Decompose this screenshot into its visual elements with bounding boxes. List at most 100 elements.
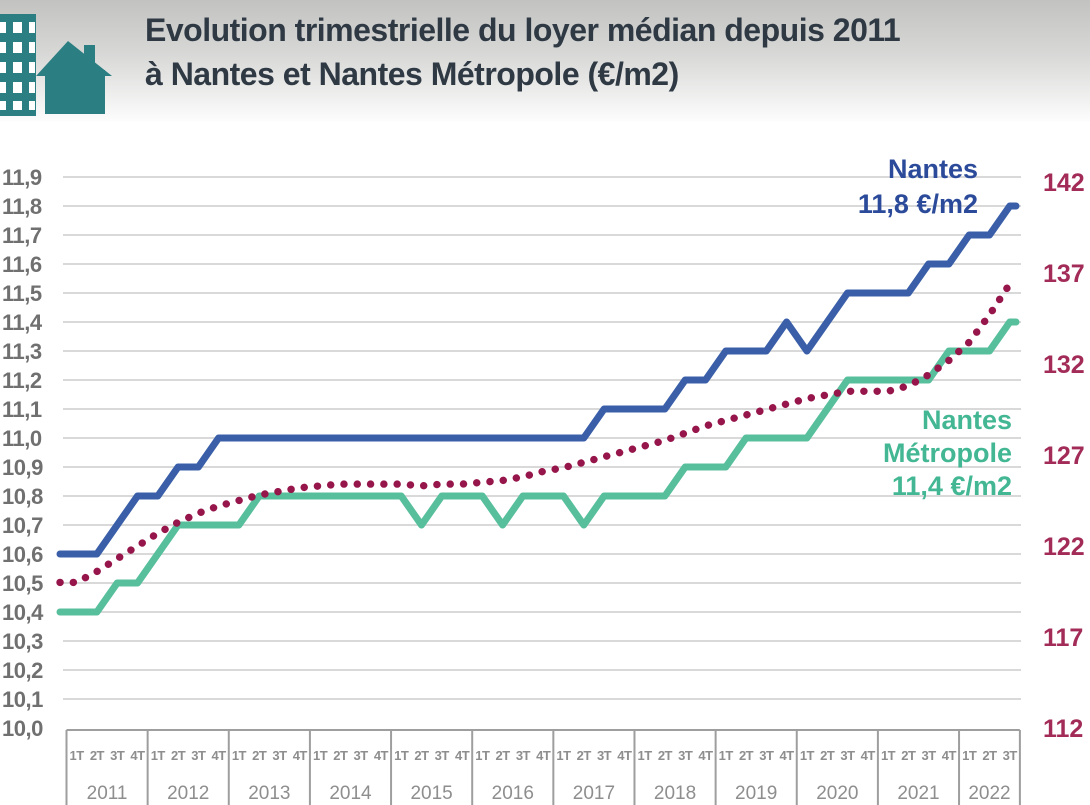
building-house-icon	[0, 14, 112, 116]
svg-text:3T: 3T	[597, 748, 612, 763]
svg-text:112: 112	[1043, 715, 1083, 743]
svg-text:2021: 2021	[897, 783, 939, 804]
svg-text:3T: 3T	[516, 748, 531, 763]
svg-text:10,5: 10,5	[2, 571, 43, 596]
svg-text:2T: 2T	[414, 748, 429, 763]
svg-text:3T: 3T	[191, 748, 206, 763]
svg-text:4T: 4T	[293, 748, 308, 763]
svg-text:10,6: 10,6	[2, 542, 43, 567]
svg-text:11,6: 11,6	[2, 252, 42, 277]
svg-text:3T: 3T	[110, 748, 125, 763]
svg-text:10,4: 10,4	[2, 600, 44, 625]
svg-text:2011: 2011	[87, 783, 128, 804]
svg-text:2T: 2T	[982, 748, 997, 763]
svg-text:4T: 4T	[698, 748, 713, 763]
svg-text:2T: 2T	[901, 748, 916, 763]
svg-text:1T: 1T	[151, 748, 166, 763]
svg-text:4T: 4T	[212, 748, 227, 763]
svg-text:2012: 2012	[167, 783, 209, 804]
svg-text:4T: 4T	[536, 748, 551, 763]
svg-text:10,7: 10,7	[2, 513, 43, 538]
dotted-index-line	[56, 280, 1020, 587]
svg-text:10,0: 10,0	[2, 716, 43, 741]
svg-text:1T: 1T	[475, 748, 490, 763]
svg-text:1T: 1T	[800, 748, 815, 763]
svg-text:1T: 1T	[719, 748, 734, 763]
svg-text:2015: 2015	[410, 783, 452, 804]
svg-text:3T: 3T	[922, 748, 937, 763]
svg-text:4T: 4T	[455, 748, 470, 763]
svg-text:11,8: 11,8	[2, 194, 42, 219]
svg-text:4T: 4T	[130, 748, 145, 763]
svg-text:2T: 2T	[577, 748, 592, 763]
svg-text:2T: 2T	[171, 748, 186, 763]
svg-text:4T: 4T	[861, 748, 876, 763]
svg-text:3T: 3T	[272, 748, 287, 763]
svg-text:2022: 2022	[968, 783, 1010, 804]
svg-text:4T: 4T	[617, 748, 632, 763]
svg-text:2T: 2T	[333, 748, 348, 763]
svg-text:10,1: 10,1	[2, 687, 43, 712]
nantes-series-value: 11,8 €/m2	[857, 189, 978, 219]
metropole-line	[56, 318, 1020, 616]
year-labels: 2011 2012 2013 2014 2015 2016 2017 2018 2019 2020…	[87, 783, 1011, 804]
left-axis-labels: 11,9 11,8 11,7 11,6 11,5 11,4 11,3 11,2 11,1 11,0…	[2, 165, 45, 741]
svg-text:4T: 4T	[374, 748, 389, 763]
svg-text:2T: 2T	[658, 748, 673, 763]
chart-title-line1: Evolution trimestrielle du loyer médian …	[145, 12, 901, 48]
house-body-icon	[45, 70, 105, 114]
right-axis-labels: 142 137 132 127 122 117 112	[1043, 169, 1085, 743]
svg-text:127: 127	[1043, 442, 1085, 470]
chart-title-line2: à Nantes et Nantes Métropole (€/m2)	[145, 56, 679, 92]
nantes-line	[56, 202, 1020, 558]
svg-text:2020: 2020	[816, 783, 858, 804]
svg-text:11,3: 11,3	[2, 339, 42, 364]
svg-text:10,2: 10,2	[2, 658, 43, 683]
svg-text:2T: 2T	[820, 748, 835, 763]
svg-text:2018: 2018	[654, 783, 696, 804]
svg-text:4T: 4T	[942, 748, 957, 763]
svg-text:11,9: 11,9	[2, 165, 42, 190]
svg-text:3T: 3T	[1003, 748, 1018, 763]
svg-text:11,2: 11,2	[2, 368, 42, 393]
metropole-series-name-line2: Métropole	[882, 438, 1012, 468]
nantes-series-name: Nantes	[887, 154, 978, 184]
svg-text:142: 142	[1043, 169, 1085, 197]
chart-title: Evolution trimestrielle du loyer médian …	[145, 8, 1075, 96]
svg-text:2019: 2019	[735, 783, 777, 804]
svg-text:1T: 1T	[962, 748, 977, 763]
quarter-labels: 1T 2T 3T 4T 1T 2T 3T 4T 1T 2T 3T 4T 1T 2T 3T 4T 1T 2T 3T 4T…	[70, 748, 1018, 763]
svg-text:2T: 2T	[252, 748, 267, 763]
svg-text:2013: 2013	[248, 783, 290, 804]
nantes-series-label: Nantes 11,8 €/m2	[858, 152, 978, 222]
svg-text:1T: 1T	[638, 748, 653, 763]
metropole-series-label: Nantes Métropole 11,4 €/m2	[883, 404, 1012, 503]
svg-text:11,5: 11,5	[2, 281, 42, 306]
svg-text:2017: 2017	[573, 783, 615, 804]
svg-text:11,1: 11,1	[2, 397, 42, 422]
svg-text:2T: 2T	[496, 748, 511, 763]
svg-text:11,7: 11,7	[2, 223, 42, 248]
svg-text:1T: 1T	[556, 748, 571, 763]
svg-text:11,0: 11,0	[2, 426, 42, 451]
svg-text:10,8: 10,8	[2, 484, 43, 509]
svg-text:3T: 3T	[759, 748, 774, 763]
svg-text:137: 137	[1043, 260, 1085, 288]
header: Evolution trimestrielle du loyer médian …	[0, 0, 1090, 122]
svg-text:2014: 2014	[329, 783, 372, 804]
svg-text:1T: 1T	[232, 748, 247, 763]
svg-text:4T: 4T	[780, 748, 795, 763]
svg-text:1T: 1T	[313, 748, 328, 763]
svg-text:3T: 3T	[435, 748, 450, 763]
svg-text:122: 122	[1043, 533, 1085, 561]
svg-text:2T: 2T	[90, 748, 105, 763]
svg-text:3T: 3T	[678, 748, 693, 763]
svg-text:3T: 3T	[354, 748, 369, 763]
svg-text:117: 117	[1043, 624, 1083, 652]
svg-text:132: 132	[1043, 351, 1085, 379]
svg-text:1T: 1T	[70, 748, 85, 763]
svg-text:1T: 1T	[394, 748, 409, 763]
x-axis-boxes	[65, 729, 1021, 805]
